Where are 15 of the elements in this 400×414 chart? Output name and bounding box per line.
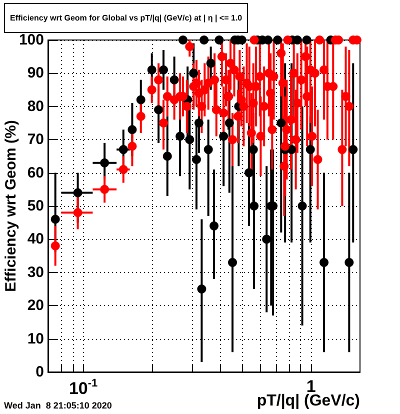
x-axis-title: pT/|q| (GeV/c) [256, 392, 360, 410]
y-axis-title: Efficiency wrt Geom (%) [2, 120, 20, 292]
y-tick-label: 10 [27, 330, 44, 348]
y-tick-label: 20 [27, 297, 44, 314]
y-tick-label: 0 [36, 364, 44, 380]
y-tick-label: 70 [27, 131, 44, 148]
y-tick-label: 80 [27, 98, 44, 115]
y-tick-label: 30 [27, 264, 44, 281]
y-tick-label: 40 [27, 230, 44, 248]
y-tick-label: 90 [27, 64, 44, 82]
text: Wed Jan 8 21:05:10 2020 [4, 400, 112, 410]
y-tick-label: 50 [27, 198, 44, 214]
y-tick-label: 100 [18, 32, 44, 48]
chart-title: Efficiency wrt Geom for Global vs pT/|q| (GeV/c) at | η | <= 1.0 [10, 14, 243, 22]
y-tick-label: 60 [27, 164, 44, 182]
